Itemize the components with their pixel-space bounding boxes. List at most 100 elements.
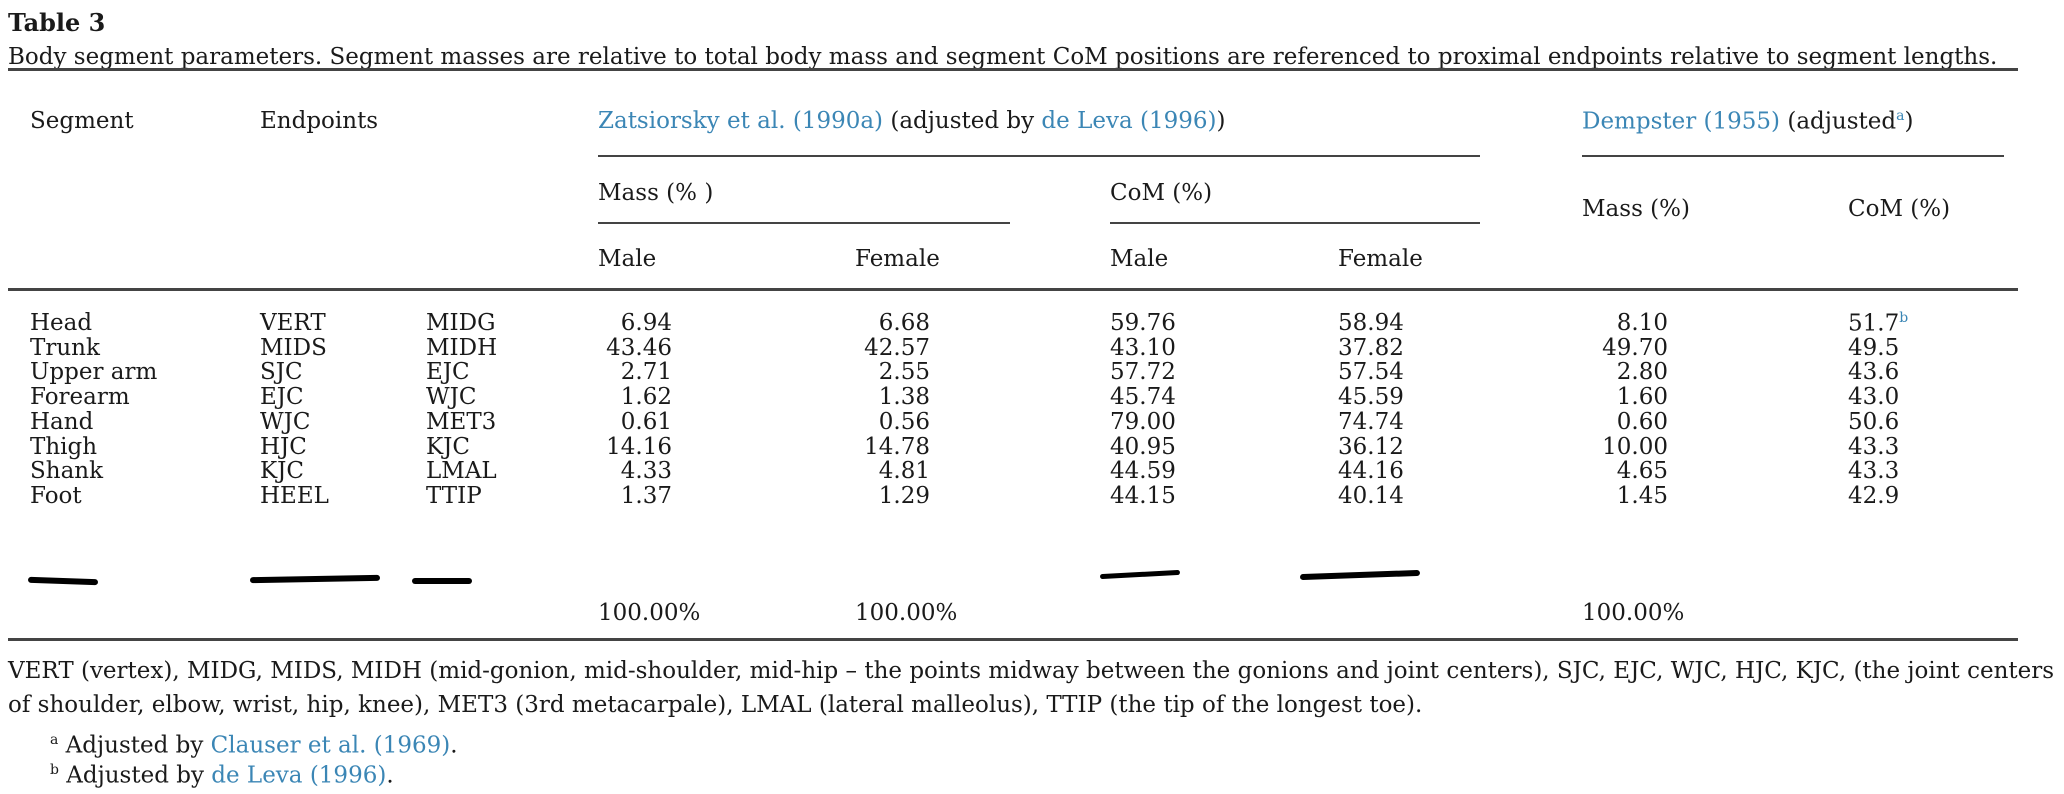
header-bottom-rule [8, 288, 2018, 291]
cell-d-mass: 0.60 [1616, 408, 1668, 435]
cell-ep2: MIDG [426, 310, 496, 336]
cell-com-f: 40.14 [1338, 482, 1404, 509]
com-female-header: Female [1338, 246, 1423, 272]
cell-d-mass: 49.70 [1602, 334, 1668, 361]
cell-ep2: EJC [426, 359, 470, 386]
cell-mass-f: 42.57 [864, 334, 930, 361]
clauser-ref-link[interactable]: Clauser et al. (1969) [210, 732, 451, 759]
table-caption: Body segment parameters. Segment masses … [8, 44, 1998, 70]
dempster-com-header: CoM (%) [1848, 196, 1951, 222]
cell-d-mass: 1.45 [1616, 482, 1668, 509]
cell-com-m: 59.76 [1110, 310, 1176, 336]
col-header-segment: Segment [30, 108, 134, 134]
cell-d-com: 49.5 [1848, 334, 1900, 361]
footnote-b: b Adjusted by de Leva (1996). [50, 762, 394, 789]
cell-com-m: 57.72 [1110, 359, 1176, 386]
cell-com-f: 58.94 [1338, 310, 1404, 336]
cell-d-mass: 1.60 [1616, 384, 1668, 411]
cell-com-m: 43.10 [1110, 334, 1176, 361]
cell-ep1: VERT [260, 310, 326, 336]
cell-ep1: HJC [260, 433, 307, 460]
cell-d-com: 43.3 [1848, 433, 1900, 460]
cell-com-m: 45.74 [1110, 384, 1176, 411]
de-leva-ref-link[interactable]: de Leva (1996) [1041, 108, 1217, 134]
mass-sub-rule [598, 222, 1010, 224]
zatsiorsky-ref-link[interactable]: Zatsiorsky et al. (1990a) [598, 108, 884, 134]
cell-com-f: 45.59 [1338, 384, 1404, 411]
cell-segment: Thigh [30, 433, 98, 460]
cell-ep2: WJC [426, 384, 477, 411]
cell-mass-f: 1.29 [878, 482, 930, 509]
cell-mass-m: 1.37 [620, 482, 672, 509]
cell-ep2: MET3 [426, 408, 497, 435]
table-label: Table 3 [8, 8, 106, 37]
handwritten-underline-heel [249, 574, 381, 584]
cell-ep2: MIDH [426, 334, 498, 361]
abbreviation-footnote-line2: of shoulder, elbow, wrist, hip, knee), M… [8, 692, 1423, 718]
abbreviation-footnote-line1: VERT (vertex), MIDG, MIDS, MIDH (mid-gon… [8, 658, 2055, 684]
cell-d-com: 42.9 [1848, 482, 1900, 509]
total-dempster-mass: 100.00% [1582, 600, 1685, 626]
footnote-b-ref[interactable]: b [1899, 310, 1909, 326]
cell-ep1: MIDS [260, 334, 327, 361]
cell-segment: Shank [30, 458, 104, 485]
col-header-endpoints: Endpoints [260, 108, 379, 134]
cell-segment: Upper arm [30, 359, 158, 386]
demp-group-rule [1582, 155, 2004, 157]
cell-com-f: 36.12 [1338, 433, 1404, 460]
dempster-group-header: Dempster (1955) (adjusteda) [1582, 108, 1914, 135]
handwritten-underline-foot [27, 576, 99, 586]
cell-mass-m: 1.62 [620, 384, 672, 411]
cell-com-f: 74.74 [1338, 408, 1404, 435]
cell-d-com: 43.6 [1848, 359, 1900, 386]
cell-segment: Foot [30, 482, 82, 509]
top-rule [8, 68, 2018, 71]
cell-ep2: LMAL [426, 458, 497, 485]
handwritten-underline-com-male [1099, 569, 1181, 580]
cell-com-m: 40.95 [1110, 433, 1176, 460]
handwritten-underline-com-female [1299, 569, 1421, 581]
cell-d-mass: 2.80 [1616, 359, 1668, 386]
cell-segment: Forearm [30, 384, 130, 411]
mass-pct-header: Mass (% ) [598, 180, 714, 206]
cell-mass-f: 6.68 [878, 310, 930, 336]
cell-com-m: 44.15 [1110, 482, 1176, 509]
de-leva-footnote-link[interactable]: de Leva (1996) [211, 762, 387, 789]
cell-com-m: 44.59 [1110, 458, 1176, 485]
cell-mass-m: 4.33 [620, 458, 672, 485]
cell-ep2: KJC [426, 433, 471, 460]
cell-segment: Hand [30, 408, 94, 435]
total-mass-female: 100.00% [855, 600, 958, 626]
cell-mass-f: 4.81 [878, 458, 930, 485]
cell-com-f: 44.16 [1338, 458, 1404, 485]
cell-mass-f: 1.38 [878, 384, 930, 411]
handwritten-underline-ttip [412, 578, 472, 584]
cell-mass-m: 14.16 [606, 433, 672, 460]
cell-ep1: EJC [260, 384, 304, 411]
cell-com-f: 57.54 [1338, 359, 1404, 386]
cell-mass-m: 2.71 [620, 359, 672, 386]
mass-female-header: Female [855, 246, 940, 272]
cell-mass-f: 14.78 [864, 433, 930, 460]
cell-d-com: 51.7b [1848, 310, 1909, 337]
zatsiorsky-group-header: Zatsiorsky et al. (1990a) (adjusted by d… [598, 108, 1226, 134]
dempster-ref-link[interactable]: Dempster (1955) [1582, 108, 1781, 135]
cell-mass-m: 6.94 [620, 310, 672, 336]
footnote-a-ref[interactable]: a [1896, 108, 1905, 124]
cell-mass-m: 0.61 [620, 408, 672, 435]
mass-male-header: Male [598, 246, 657, 272]
table-bottom-rule [8, 638, 2018, 641]
cell-ep2: TTIP [426, 482, 482, 509]
cell-ep1: WJC [260, 408, 311, 435]
com-male-header: Male [1110, 246, 1169, 272]
cell-d-com: 43.3 [1848, 458, 1900, 485]
footnote-a: a Adjusted by Clauser et al. (1969). [50, 732, 458, 759]
cell-d-mass: 10.00 [1602, 433, 1668, 460]
cell-mass-m: 43.46 [606, 334, 672, 361]
cell-ep1: HEEL [260, 482, 329, 509]
cell-d-com: 50.6 [1848, 408, 1900, 435]
cell-segment: Head [30, 310, 93, 336]
cell-d-mass: 4.65 [1616, 458, 1668, 485]
cell-com-f: 37.82 [1338, 334, 1404, 361]
cell-d-com: 43.0 [1848, 384, 1900, 411]
